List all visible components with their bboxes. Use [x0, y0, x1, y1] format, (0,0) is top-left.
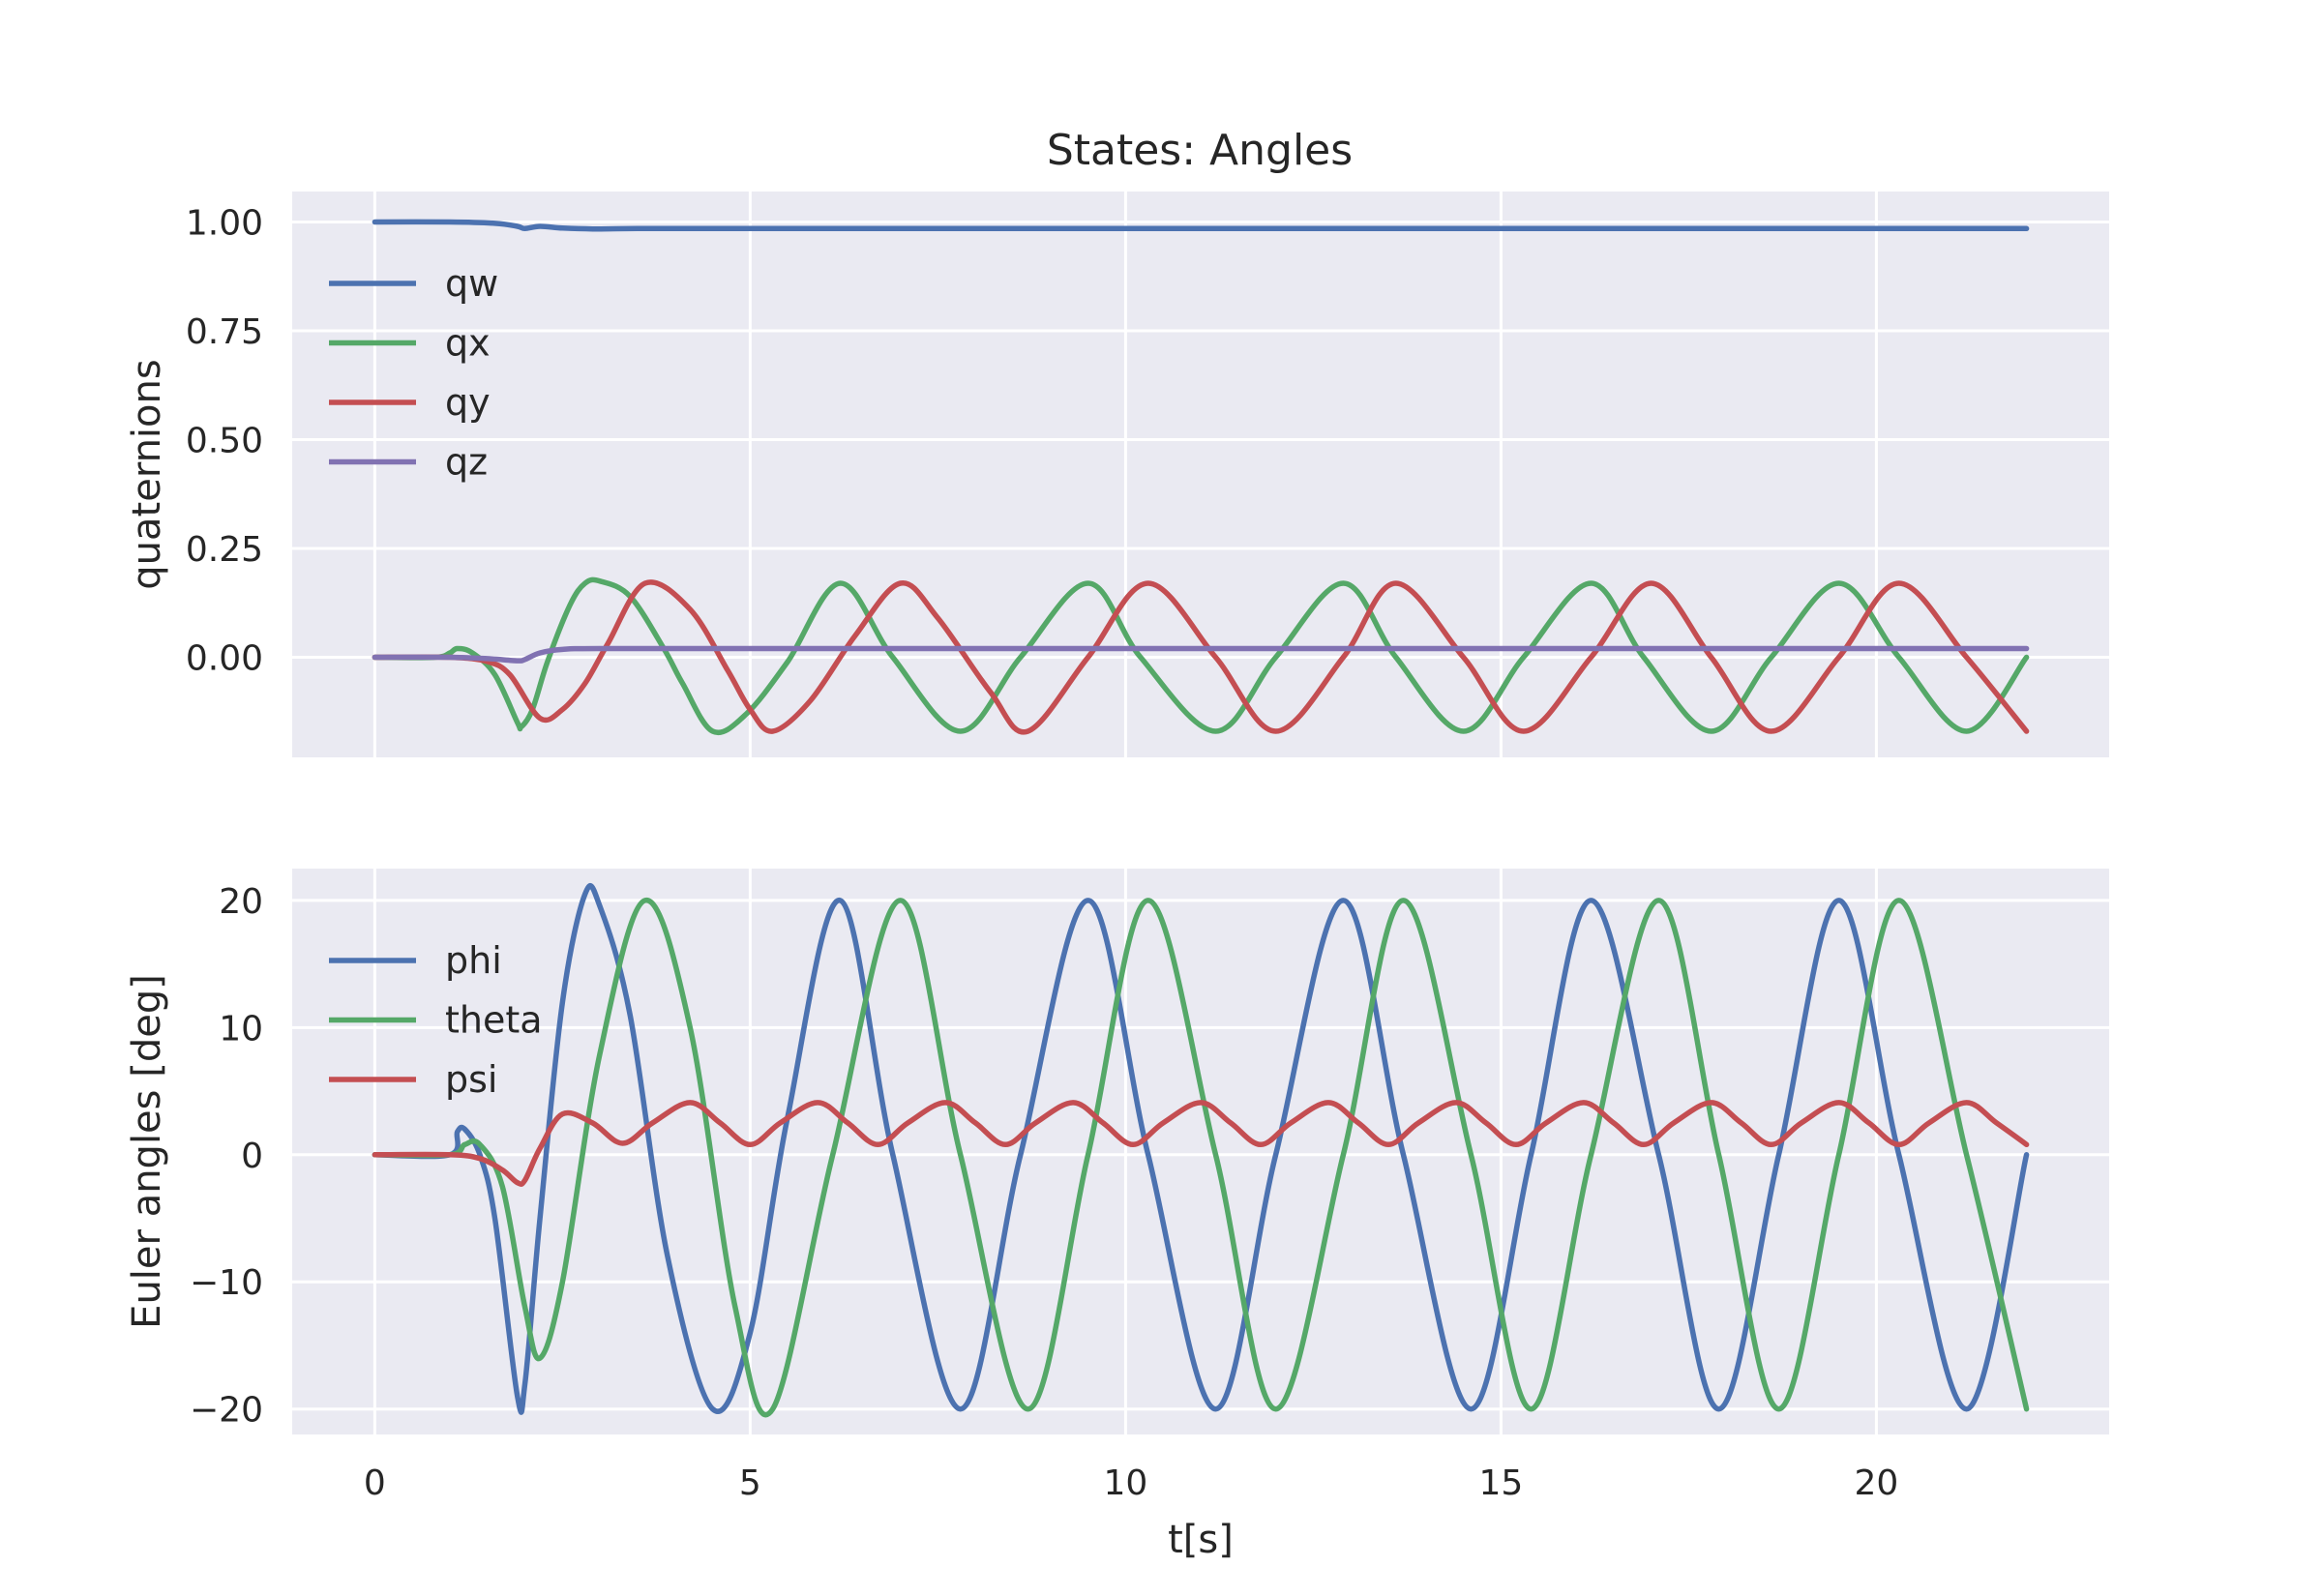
x-tick-label: 10: [1103, 1463, 1147, 1503]
x-tick-label: 5: [739, 1463, 761, 1503]
legend-label-qx: qx: [445, 322, 491, 365]
legend: phi theta psi: [329, 939, 543, 1101]
series-line-qz: [372, 645, 2030, 664]
y-tick-label: 0: [241, 1137, 263, 1176]
y-tick-label: 1.00: [186, 204, 263, 244]
quaternion-panel: 0.00 0.25 0.50 0.75 1.00 quaternions qw qx qy qz: [125, 192, 2109, 757]
y-tick-label: −10: [190, 1263, 263, 1303]
y-tick-label: 10: [219, 1009, 263, 1049]
plot-area: [292, 192, 2109, 757]
chart-title: States: Angles: [1047, 126, 1353, 175]
series-line-theta: [372, 898, 2030, 1418]
y-tick-label: 20: [219, 882, 263, 922]
series-line-psi: [372, 1100, 2030, 1188]
legend-label-qw: qw: [445, 262, 498, 305]
legend-label-qz: qz: [445, 441, 488, 484]
plot-area: [292, 869, 2109, 1434]
x-tick-label: 0: [364, 1463, 386, 1503]
y-tick-label: 0.00: [186, 639, 263, 679]
y-tick-label: 0.75: [186, 312, 263, 352]
y-axis-label: quaternions: [125, 359, 169, 589]
legend-label-psi: psi: [445, 1058, 497, 1101]
y-axis-label: Euler angles [deg]: [125, 974, 169, 1329]
series-line-qw: [372, 219, 2030, 232]
y-tick-label: 0.50: [186, 422, 263, 461]
x-tick-label: 15: [1479, 1463, 1524, 1503]
legend: qw qx qy qz: [329, 262, 498, 484]
series-line-phi: [372, 883, 2030, 1415]
x-axis-label: t[s]: [1168, 1518, 1234, 1562]
series-line-qx: [372, 576, 2030, 735]
legend-label-phi: phi: [445, 939, 502, 982]
y-tick-label: −20: [190, 1391, 263, 1431]
euler-angle-panel: 0 5 10 15 20 −20 −10 0 10 20 Euler angles [deg] t[s…: [125, 869, 2109, 1562]
x-tick-label: 20: [1855, 1463, 1899, 1503]
legend-label-qy: qy: [445, 381, 491, 424]
legend-label-theta: theta: [445, 999, 543, 1042]
y-tick-label: 0.25: [186, 530, 263, 570]
